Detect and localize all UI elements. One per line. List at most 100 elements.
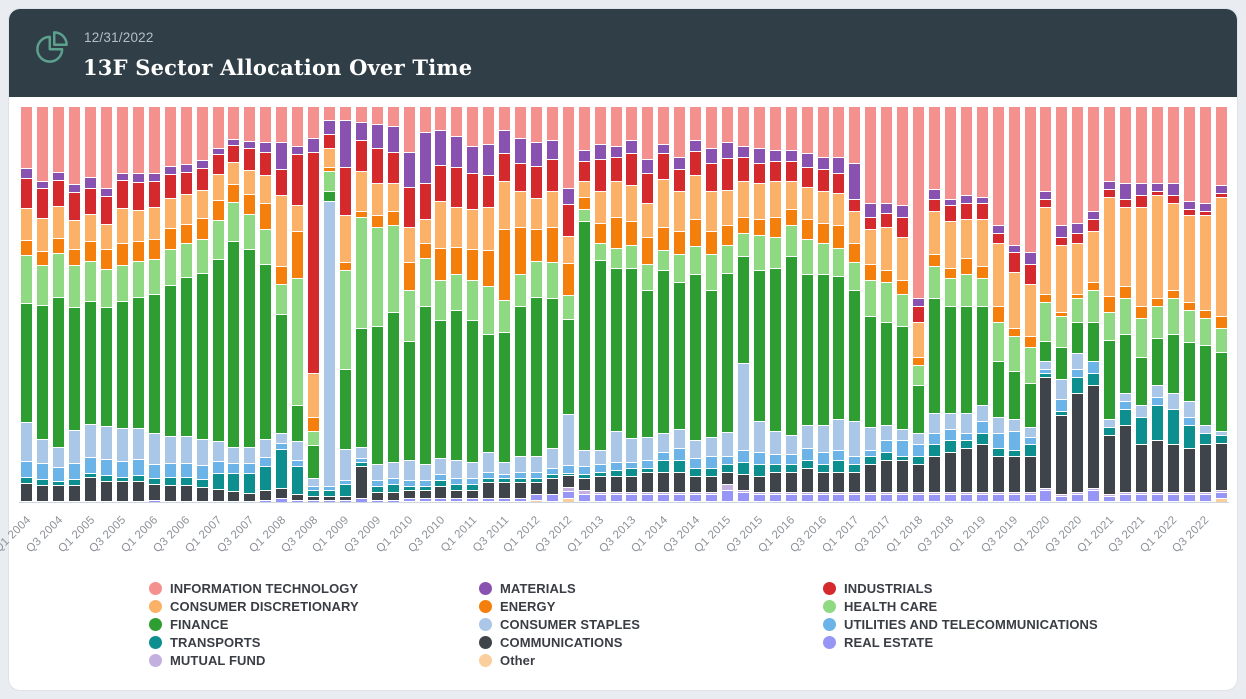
segment-finance[interactable] xyxy=(212,259,224,442)
segment-consumer-staples[interactable] xyxy=(610,430,622,463)
segment-health-care[interactable] xyxy=(546,262,558,298)
segment-transports[interactable] xyxy=(244,473,256,493)
segment-other[interactable] xyxy=(610,501,622,502)
segment-communications[interactable] xyxy=(403,489,415,498)
stacked-bar[interactable] xyxy=(69,106,81,502)
stacked-bar[interactable] xyxy=(515,106,527,502)
segment-consumer-discretionary[interactable] xyxy=(913,321,925,358)
segment-materials[interactable] xyxy=(21,168,33,179)
segment-health-care[interactable] xyxy=(180,243,192,278)
segment-energy[interactable] xyxy=(944,268,956,279)
segment-consumer-staples[interactable] xyxy=(292,440,304,461)
segment-energy[interactable] xyxy=(387,211,399,225)
segment-energy[interactable] xyxy=(1151,297,1163,306)
segment-information-technology[interactable] xyxy=(451,106,463,136)
bar-q3-2004[interactable] xyxy=(51,106,67,502)
segment-communications[interactable] xyxy=(387,492,399,501)
segment-information-technology[interactable] xyxy=(212,106,224,149)
segment-real-estate[interactable] xyxy=(1151,493,1163,501)
segment-consumer-staples[interactable] xyxy=(1183,400,1195,417)
segment-communications[interactable] xyxy=(435,485,447,498)
bar-q4-2022[interactable] xyxy=(1213,106,1229,502)
segment-consumer-discretionary[interactable] xyxy=(499,181,511,229)
segment-other[interactable] xyxy=(801,501,813,502)
segment-mutual-fund[interactable] xyxy=(992,491,1004,494)
segment-energy[interactable] xyxy=(1183,301,1195,310)
segment-consumer-discretionary[interactable] xyxy=(69,219,81,250)
segment-information-technology[interactable] xyxy=(116,106,128,174)
segment-finance[interactable] xyxy=(1104,339,1116,419)
segment-other[interactable] xyxy=(515,501,527,502)
segment-communications[interactable] xyxy=(451,489,463,498)
segment-transports[interactable] xyxy=(1072,377,1084,393)
segment-transports[interactable] xyxy=(451,484,463,490)
segment-materials[interactable] xyxy=(1199,202,1211,211)
segment-consumer-discretionary[interactable] xyxy=(164,197,176,228)
segment-industrials[interactable] xyxy=(499,153,511,182)
segment-real-estate[interactable] xyxy=(865,493,877,501)
bar-q4-2015[interactable] xyxy=(767,105,783,502)
segment-other[interactable] xyxy=(626,501,638,502)
bar-q2-2005[interactable] xyxy=(99,106,115,502)
segment-communications[interactable] xyxy=(1088,385,1100,488)
segment-consumer-staples[interactable] xyxy=(722,432,734,457)
segment-consumer-staples[interactable] xyxy=(435,458,447,475)
segment-transports[interactable] xyxy=(578,474,590,479)
stacked-bar[interactable] xyxy=(960,105,972,502)
segment-finance[interactable] xyxy=(292,405,304,441)
bar-q1-2015[interactable] xyxy=(720,105,736,502)
bar-q2-2009[interactable] xyxy=(353,106,369,502)
segment-consumer-discretionary[interactable] xyxy=(339,214,351,263)
bar-q2-2019[interactable] xyxy=(990,106,1006,502)
segment-mutual-fund[interactable] xyxy=(1072,491,1084,494)
segment-real-estate[interactable] xyxy=(419,497,431,501)
segment-real-estate[interactable] xyxy=(1104,495,1116,501)
segment-consumer-discretionary[interactable] xyxy=(530,197,542,230)
bar-q4-2019[interactable] xyxy=(1022,106,1038,502)
segment-utilities-and-telecommunications[interactable] xyxy=(515,472,527,479)
segment-information-technology[interactable] xyxy=(483,106,495,144)
segment-industrials[interactable] xyxy=(1088,218,1100,231)
segment-consumer-staples[interactable] xyxy=(1040,361,1052,370)
segment-utilities-and-telecommunications[interactable] xyxy=(196,465,208,480)
segment-finance[interactable] xyxy=(801,274,813,425)
bar-q2-2016[interactable] xyxy=(799,105,815,502)
segment-energy[interactable] xyxy=(530,229,542,262)
segment-consumer-discretionary[interactable] xyxy=(101,223,113,250)
segment-transports[interactable] xyxy=(1088,373,1100,386)
bar-q2-2017[interactable] xyxy=(863,105,879,502)
segment-energy[interactable] xyxy=(116,243,128,266)
segment-information-technology[interactable] xyxy=(865,105,877,203)
segment-transports[interactable] xyxy=(371,486,383,493)
segment-energy[interactable] xyxy=(753,218,765,235)
segment-transports[interactable] xyxy=(387,484,399,493)
segment-consumer-staples[interactable] xyxy=(1199,424,1211,433)
segment-transports[interactable] xyxy=(992,448,1004,457)
segment-consumer-staples[interactable] xyxy=(1151,385,1163,397)
segment-utilities-and-telecommunications[interactable] xyxy=(164,463,176,478)
segment-health-care[interactable] xyxy=(976,278,988,306)
segment-energy[interactable] xyxy=(642,236,654,265)
segment-health-care[interactable] xyxy=(53,253,65,297)
segment-materials[interactable] xyxy=(228,138,240,145)
segment-industrials[interactable] xyxy=(148,181,160,208)
segment-transports[interactable] xyxy=(769,464,781,473)
segment-consumer-staples[interactable] xyxy=(992,416,1004,433)
segment-industrials[interactable] xyxy=(339,167,351,215)
segment-utilities-and-telecommunications[interactable] xyxy=(610,462,622,471)
segment-transports[interactable] xyxy=(467,484,479,490)
segment-energy[interactable] xyxy=(244,193,256,214)
segment-health-care[interactable] xyxy=(578,208,590,221)
segment-industrials[interactable] xyxy=(674,169,686,192)
segment-information-technology[interactable] xyxy=(578,105,590,150)
segment-communications[interactable] xyxy=(53,484,65,501)
segment-consumer-discretionary[interactable] xyxy=(21,207,33,240)
segment-transports[interactable] xyxy=(833,460,845,473)
segment-health-care[interactable] xyxy=(1008,335,1020,372)
segment-mutual-fund[interactable] xyxy=(1040,487,1052,490)
segment-information-technology[interactable] xyxy=(737,105,749,146)
segment-finance[interactable] xyxy=(371,325,383,465)
segment-consumer-discretionary[interactable] xyxy=(323,147,335,168)
segment-real-estate[interactable] xyxy=(976,493,988,501)
segment-information-technology[interactable] xyxy=(929,106,940,190)
